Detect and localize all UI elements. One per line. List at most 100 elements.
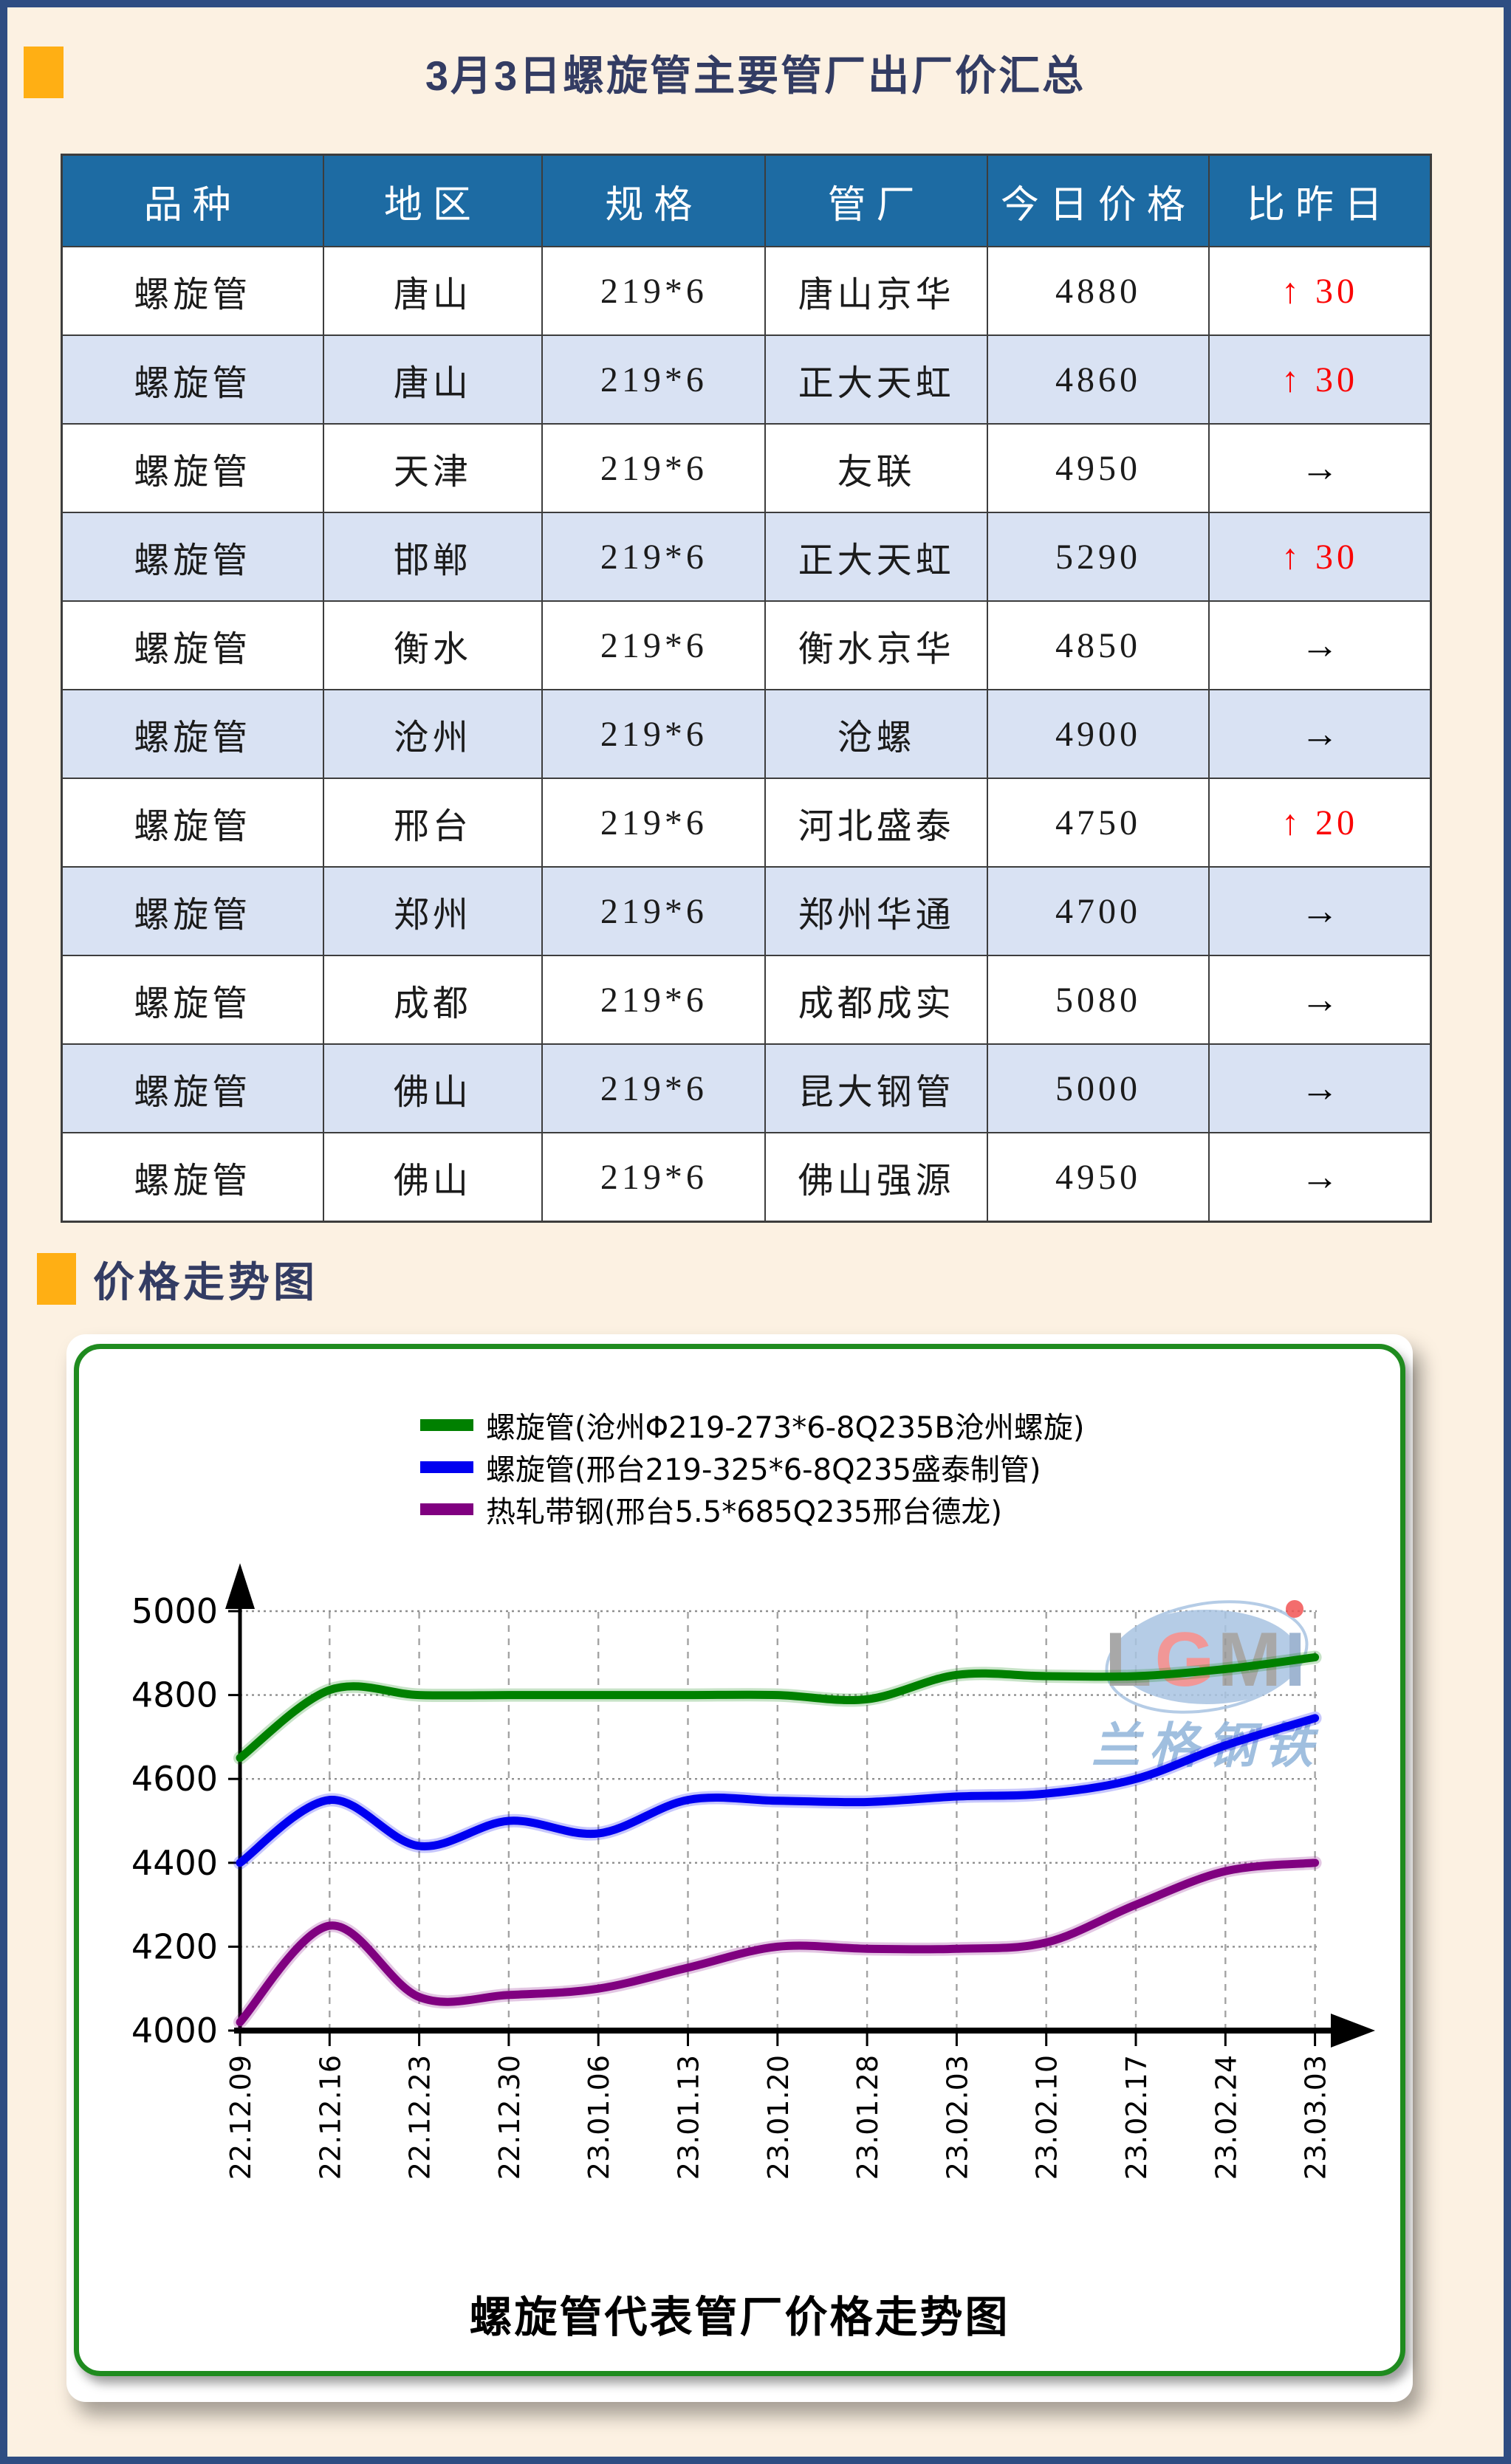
cell-spec: 219*6 xyxy=(541,1132,767,1223)
cell-variety: 螺旋管 xyxy=(61,512,324,602)
cell-mill: 正大天虹 xyxy=(764,512,988,602)
legend-label: 螺旋管(沧州Φ219-273*6-8Q235B沧州螺旋) xyxy=(486,1410,1085,1445)
legend-label: 螺旋管(邢台219-325*6-8Q235盛泰制管) xyxy=(486,1452,1041,1487)
cell-spec: 219*6 xyxy=(541,778,767,868)
y-tick-label: 4000 xyxy=(131,2011,218,2051)
column-header: 管厂 xyxy=(764,154,988,247)
legend-label: 热轧带钢(邢台5.5*685Q235邢台德龙) xyxy=(486,1494,1003,1529)
cell-mill: 河北盛泰 xyxy=(764,778,988,868)
cell-change: ↑ 30 xyxy=(1208,334,1432,425)
cell-change: → xyxy=(1208,689,1432,779)
axes: 4000 4200 4400 4600 4800 5000 22.12.09 22.12.16… xyxy=(131,1563,1375,2180)
cell-region: 邢台 xyxy=(322,778,544,868)
y-axis-arrow xyxy=(225,1563,255,1609)
legend-item: 热轧带钢(邢台5.5*685Q235邢台德龙) xyxy=(420,1488,1084,1530)
cell-change: → xyxy=(1208,955,1432,1045)
table-header-row: 品种 地区 规格 管厂 今日价格 比昨日 xyxy=(61,154,1432,247)
table-row: 螺旋管 佛山 219*6 佛山强源 4950 → xyxy=(61,1132,1432,1223)
cell-region: 唐山 xyxy=(322,246,544,336)
cell-spec: 219*6 xyxy=(541,689,767,779)
cell-variety: 螺旋管 xyxy=(61,1043,324,1133)
cell-price: 4860 xyxy=(986,334,1210,425)
trend-section-header: 价格走势图 xyxy=(37,1253,318,1305)
cell-change: ↑ 30 xyxy=(1208,246,1432,336)
cell-price: 4900 xyxy=(986,689,1210,779)
x-tick-label: 23.03.03 xyxy=(1300,2055,1332,2180)
cell-region: 郑州 xyxy=(322,866,544,956)
trend-chart-card: LGMI 兰格钢铁 4000 4200 4400 4600 4800 5000 22.12.09… xyxy=(66,1334,1413,2402)
series-line xyxy=(236,1859,1320,2027)
cell-mill: 佛山强源 xyxy=(764,1132,988,1223)
x-tick-label: 22.12.16 xyxy=(314,2055,346,2180)
cell-mill: 昆大钢管 xyxy=(764,1043,988,1133)
table-row: 螺旋管 邯郸 219*6 正大天虹 5290 ↑ 30 xyxy=(61,512,1432,602)
cell-spec: 219*6 xyxy=(541,246,767,336)
cell-mill: 衡水京华 xyxy=(764,600,988,690)
x-tick-label: 22.12.30 xyxy=(493,2055,526,2180)
legend-item: 螺旋管(沧州Φ219-273*6-8Q235B沧州螺旋) xyxy=(420,1404,1084,1446)
price-table: 品种 地区 规格 管厂 今日价格 比昨日 螺旋管 唐山 219*6 唐山京华 4880 ↑ 30 螺旋… xyxy=(61,154,1432,1223)
table-row: 螺旋管 唐山 219*6 唐山京华 4880 ↑ 30 xyxy=(61,246,1432,336)
legend-item: 螺旋管(邢台219-325*6-8Q235盛泰制管) xyxy=(420,1446,1084,1488)
x-tick-label: 23.02.24 xyxy=(1210,2055,1242,2180)
cell-mill: 成都成实 xyxy=(764,955,988,1045)
x-tick-label: 23.01.28 xyxy=(852,2055,884,2180)
legend-swatch xyxy=(420,1418,473,1431)
table-row: 螺旋管 郑州 219*6 郑州华通 4700 → xyxy=(61,866,1432,956)
series-line xyxy=(236,1653,1320,1763)
cell-price: 4880 xyxy=(986,246,1210,336)
cell-variety: 螺旋管 xyxy=(61,778,324,868)
cell-price: 4950 xyxy=(986,1132,1210,1223)
cell-variety: 螺旋管 xyxy=(61,689,324,779)
cell-region: 沧州 xyxy=(322,689,544,779)
x-tick-label: 23.02.10 xyxy=(1031,2055,1063,2180)
x-axis-arrow xyxy=(1331,2014,1375,2048)
table-row: 螺旋管 佛山 219*6 昆大钢管 5000 → xyxy=(61,1043,1432,1133)
x-tick-label: 23.01.06 xyxy=(583,2055,615,2180)
trend-line-chart: LGMI兰格钢铁40004200440046004800500022.12.09… xyxy=(131,1563,1375,2180)
cell-variety: 螺旋管 xyxy=(61,866,324,956)
x-tick-label: 23.01.20 xyxy=(762,2055,795,2180)
cell-change: → xyxy=(1208,423,1432,513)
cell-region: 佛山 xyxy=(322,1132,544,1223)
cell-spec: 219*6 xyxy=(541,334,767,425)
cell-price: 4700 xyxy=(986,866,1210,956)
legend-swatch xyxy=(420,1503,473,1515)
cell-change: ↑ 20 xyxy=(1208,778,1432,868)
y-tick-label: 4800 xyxy=(131,1675,218,1715)
table-row: 螺旋管 天津 219*6 友联 4950 → xyxy=(61,423,1432,513)
cell-variety: 螺旋管 xyxy=(61,423,324,513)
cell-spec: 219*6 xyxy=(541,423,767,513)
cell-mill: 沧螺 xyxy=(764,689,988,779)
cell-change: → xyxy=(1208,866,1432,956)
page-title: 3月3日螺旋管主要管厂出厂价汇总 xyxy=(425,52,1086,99)
table-row: 螺旋管 成都 219*6 成都成实 5080 → xyxy=(61,955,1432,1045)
cell-mill: 友联 xyxy=(764,423,988,513)
cell-region: 天津 xyxy=(322,423,544,513)
cell-price: 4850 xyxy=(986,600,1210,690)
cell-change: → xyxy=(1208,1132,1432,1223)
section-title: 价格走势图 xyxy=(93,1258,318,1305)
column-header: 今日价格 xyxy=(986,154,1210,247)
y-tick-label: 4400 xyxy=(131,1843,218,1883)
cell-mill: 唐山京华 xyxy=(764,246,988,336)
cell-region: 成都 xyxy=(322,955,544,1045)
accent-bar xyxy=(37,1253,76,1305)
data-series xyxy=(233,1650,1322,2029)
summary-section-header: 3月3日螺旋管主要管厂出厂价汇总 xyxy=(0,47,1511,99)
x-tick-label: 23.02.17 xyxy=(1120,2055,1153,2180)
column-header: 比昨日 xyxy=(1208,154,1432,247)
x-tick-label: 23.01.13 xyxy=(673,2055,705,2180)
watermark-red-dot xyxy=(1286,1600,1303,1618)
cell-change: ↑ 30 xyxy=(1208,512,1432,602)
cell-price: 5290 xyxy=(986,512,1210,602)
column-header: 地区 xyxy=(322,154,544,247)
x-tick-label: 23.02.03 xyxy=(941,2055,973,2180)
cell-spec: 219*6 xyxy=(541,1043,767,1133)
cell-mill: 郑州华通 xyxy=(764,866,988,956)
x-tick-label: 22.12.23 xyxy=(404,2055,436,2180)
accent-bar xyxy=(24,47,64,98)
cell-region: 唐山 xyxy=(322,334,544,425)
chart-frame: LGMI 兰格钢铁 4000 4200 4400 4600 4800 5000 22.12.09… xyxy=(74,1344,1405,2376)
